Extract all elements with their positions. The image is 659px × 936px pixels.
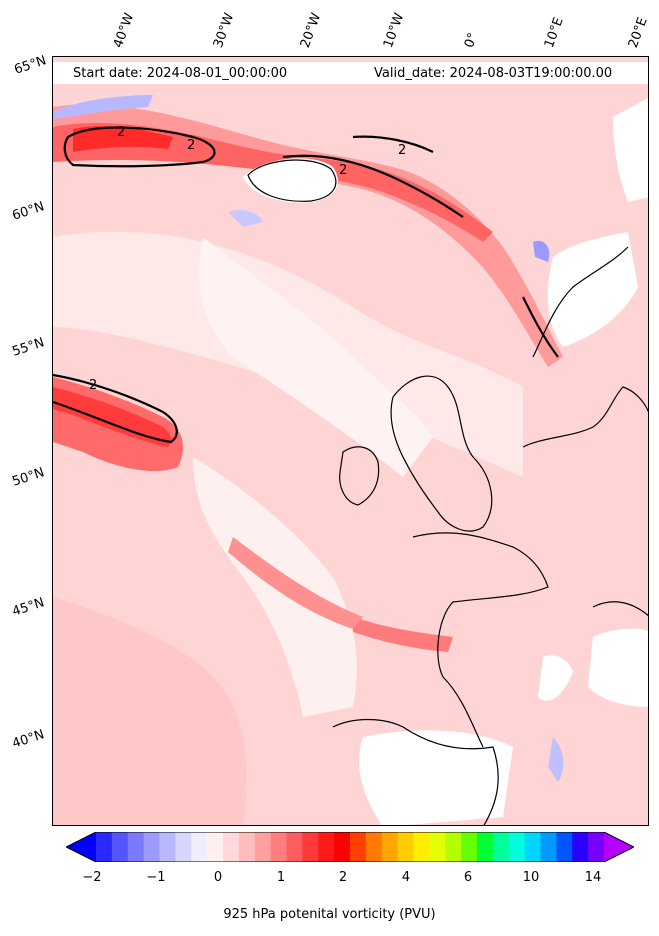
colorbar-segment (191, 832, 208, 862)
colorbar-segment (445, 832, 462, 862)
contour-label: 2 (117, 125, 125, 140)
colorbar-segment (302, 832, 319, 862)
pv-field: 2 2 2 2 2 (53, 57, 648, 825)
lon-label-30w: 30°W (210, 11, 238, 50)
colorbar-segment (413, 832, 430, 862)
colorbar-segment (111, 832, 129, 862)
colorbar-tick: 2 (338, 870, 348, 885)
colorbar-segment (461, 832, 478, 862)
header-banner (53, 62, 648, 84)
contour-label: 2 (89, 378, 97, 393)
contour-label: 2 (187, 138, 195, 153)
colorbar-segment (365, 832, 383, 862)
colorbar-segment (350, 832, 367, 862)
lat-label-65n: 65°N (12, 53, 49, 78)
colorbar-tick: −2 (82, 870, 102, 885)
colorbar-segment (540, 832, 557, 862)
colorbar-tick: 6 (463, 870, 473, 885)
colorbar-segment (207, 832, 224, 862)
colorbar-segment (572, 832, 589, 862)
lon-label-10w: 10°W (380, 11, 408, 50)
colorbar-segment (159, 832, 176, 862)
colorbar-segment (334, 832, 351, 862)
colorbar-tick: 4 (401, 870, 411, 885)
colorbar-segment (223, 832, 240, 862)
lon-label-10e: 10°E (541, 15, 567, 51)
lat-label-40n: 40°N (10, 727, 47, 752)
colorbar-segment (286, 832, 303, 862)
colorbar-segment (477, 832, 494, 862)
colorbar-segment (175, 832, 192, 862)
lon-label-20w: 20°W (297, 11, 325, 50)
start-date-label: Start date: 2024-08-01_00:00:00 (73, 66, 288, 81)
colorbar-tick: −1 (146, 870, 166, 885)
colorbar-segment (508, 832, 526, 862)
colorbar-segment (429, 832, 446, 862)
colorbar-tick: 10 (522, 870, 540, 885)
lat-label-60n: 60°N (10, 199, 47, 224)
colorbar-segment (381, 832, 399, 862)
lon-label-0: 0° (461, 30, 482, 50)
colorbar-tick: 1 (276, 870, 286, 885)
colorbar-tick: 0 (213, 870, 223, 885)
colorbar-segment (318, 832, 335, 862)
colorbar-segment (127, 832, 145, 862)
contour-label: 2 (339, 163, 347, 178)
colorbar-segment (270, 832, 287, 862)
colorbar-tick: 14 (584, 870, 602, 885)
colorbar (66, 832, 634, 862)
colorbar-extend-max (604, 832, 634, 862)
colorbar-segment (588, 832, 605, 862)
lat-label-50n: 50°N (10, 465, 47, 490)
contour-label: 2 (398, 143, 406, 158)
colorbar-segment (397, 832, 414, 862)
colorbar-segment (96, 832, 113, 862)
lon-label-40w: 40°W (110, 11, 138, 50)
colorbar-segment (254, 832, 272, 862)
lat-label-55n: 55°N (10, 335, 47, 360)
valid-date-label: Valid_date: 2024-08-03T19:00:00.00 (374, 66, 613, 81)
colorbar-segment (238, 832, 256, 862)
colorbar-segment (524, 832, 541, 862)
colorbar-extend-min (66, 832, 96, 862)
colorbar-segment (492, 832, 510, 862)
lat-label-45n: 45°N (10, 595, 47, 620)
colorbar-segment (556, 832, 573, 862)
lon-label-20e: 20°E (625, 15, 651, 51)
colorbar-segment (143, 832, 160, 862)
map-panel: 2 2 2 2 2 (52, 56, 649, 826)
colorbar-title: 925 hPa potenital vorticity (PVU) (223, 907, 436, 922)
